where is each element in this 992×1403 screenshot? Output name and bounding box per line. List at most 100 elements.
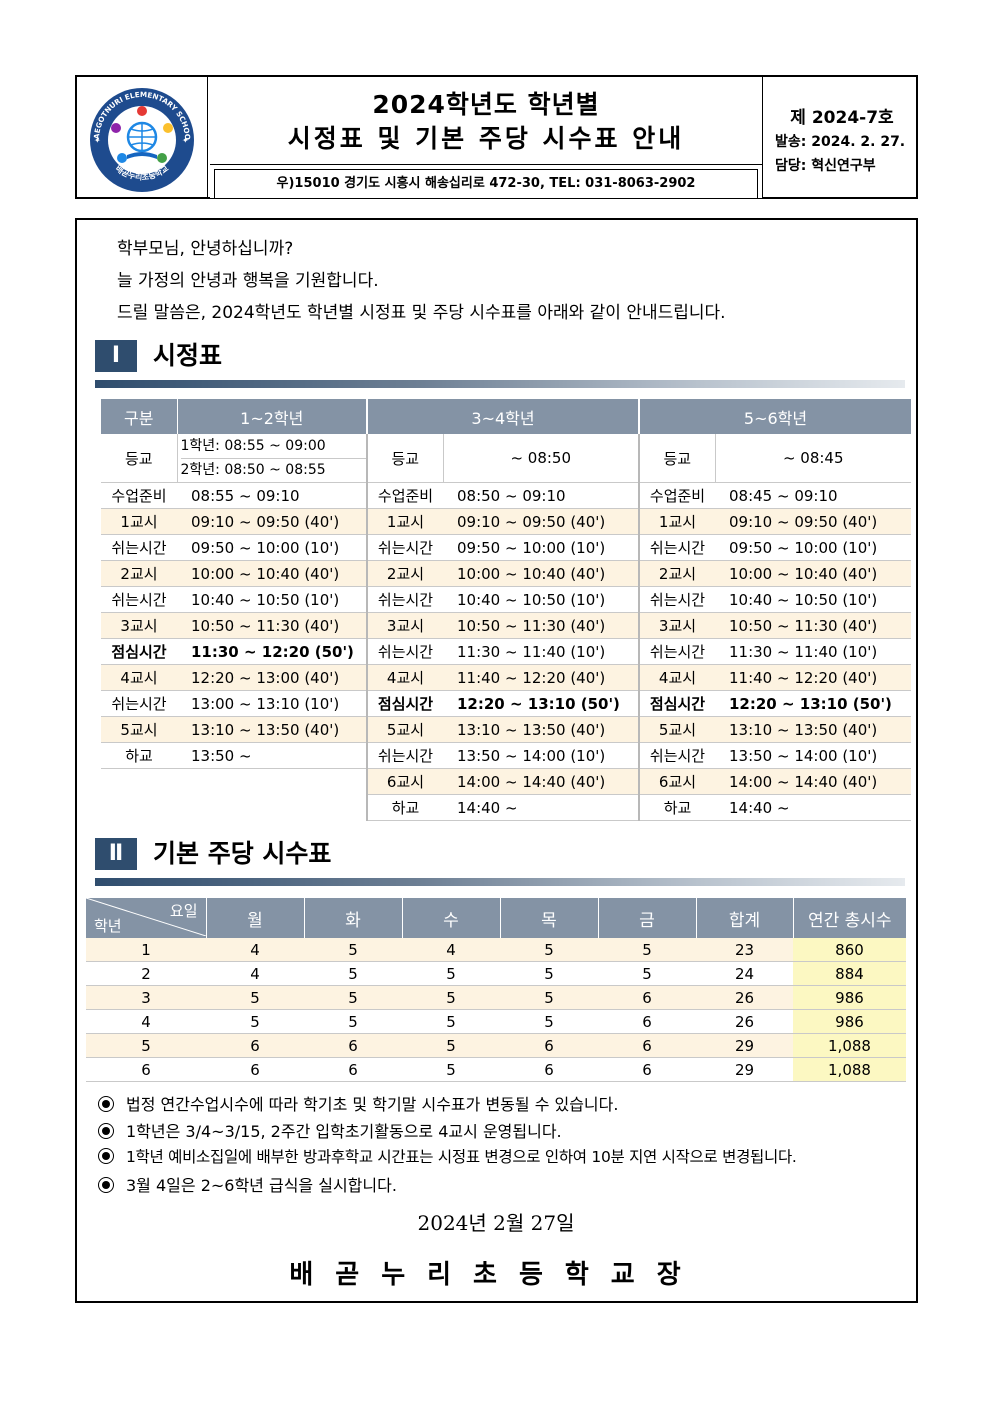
schedule-row: 1교시 09:10 ~ 09:50 (40') 1교시 09:10 ~ 09:50 (…: [101, 508, 911, 535]
weekly-annual-cell: 986: [793, 1009, 906, 1034]
arrival-time-grade1: 1학년: 08:55 ~ 09:00: [180, 434, 366, 459]
schedule-period-time: 13:10 ~ 13:50 (40'): [715, 716, 911, 743]
section1-bar: [95, 380, 905, 388]
schedule-row: 점심시간 11:30 ~ 12:20 (50') 쉬는시간 11:30 ~ 11:40…: [101, 638, 911, 665]
schedule-period-label: 1교시: [366, 508, 443, 535]
bullet-icon: [98, 1148, 114, 1164]
note-2: 1학년은 3/4~3/15, 2주간 입학초기활동으로 4교시 운영됩니다.: [98, 1118, 562, 1142]
corner-diagonal: [86, 898, 206, 936]
weekly-annual-cell: 1,088: [793, 1033, 906, 1058]
schedule-row: 수업준비 08:55 ~ 09:10 수업준비 08:50 ~ 09:10 수업준비 08…: [101, 482, 911, 509]
weekly-hours-cell: 5: [598, 938, 696, 962]
arrival-label-g12: 등교: [101, 434, 177, 483]
schedule-period-time: 12:20 ~ 13:10 (50'): [715, 690, 911, 717]
weekly-hours-cell: 5: [304, 1009, 402, 1034]
schedule-period-time: 09:50 ~ 10:00 (10'): [177, 534, 367, 561]
weekly-header-annual: 연간 총시수: [792, 898, 906, 938]
schedule-period-time: 10:40 ~ 10:50 (10'): [715, 586, 911, 613]
weekly-header-corner: 요일 학년: [86, 898, 206, 938]
weekly-hours-cell: 23: [696, 938, 793, 962]
note-1-text: 법정 연간수업시수에 따라 학기초 및 학기말 시수표가 변동될 수 있습니다.: [126, 1095, 619, 1114]
schedule-period-time: 10:40 ~ 10:50 (10'): [177, 586, 367, 613]
schedule-period-label: 하교: [366, 794, 443, 821]
schedule-period-time: [177, 768, 367, 795]
schedule-period-label: 3교시: [101, 612, 177, 639]
weekly-hours-cell: 5: [500, 985, 598, 1010]
schedule-row: 3교시 10:50 ~ 11:30 (40') 3교시 10:50 ~ 11:30 (…: [101, 612, 911, 639]
greeting-line-2: 늘 가정의 안녕과 행복을 기원합니다.: [117, 271, 379, 291]
weekly-annual-cell: 884: [793, 961, 906, 986]
weekly-hours-cell: 29: [696, 1033, 793, 1058]
schedule-period-label: [101, 768, 177, 795]
schedule-period-time: 14:00 ~ 14:40 (40'): [715, 768, 911, 795]
schedule-period-time: 11:30 ~ 11:40 (10'): [715, 638, 911, 665]
schedule-period-label: 쉬는시간: [101, 586, 177, 613]
weekly-hours-cell: 4: [206, 938, 304, 962]
schedule-period-time: 10:00 ~ 10:40 (40'): [443, 560, 639, 587]
document-date: 2024년 2월 27일: [417, 1211, 575, 1235]
schedule-period-label: 4교시: [638, 664, 715, 691]
weekly-hours-cell: 6: [500, 1057, 598, 1082]
schedule-row: 쉬는시간 10:40 ~ 10:50 (10') 쉬는시간 10:40 ~ 10:50…: [101, 586, 911, 613]
schedule-row: 하교 14:40 ~ 하교 14:40 ~: [101, 794, 911, 821]
schedule-header-category: 구분: [101, 399, 177, 434]
schedule-period-label: 점심시간: [101, 638, 177, 665]
schedule-period-time: 11:30 ~ 12:20 (50'): [177, 638, 367, 665]
weekly-header-total: 합계: [695, 898, 793, 938]
weekly-hours-cell: 5: [598, 961, 696, 986]
weekly-grade-cell: 2: [86, 961, 206, 986]
weekly-hours-cell: 5: [402, 985, 500, 1010]
schedule-period-label: 3교시: [638, 612, 715, 639]
arrival-time-g56: ~ 08:45: [714, 434, 911, 483]
schedule-period-label: 쉬는시간: [366, 742, 443, 769]
weekly-hours-cell: 5: [500, 1009, 598, 1034]
schedule-period-time: 14:40 ~: [443, 794, 639, 821]
weekly-row: 4 5 5 5 5 6 26 986: [86, 1009, 906, 1034]
schedule-period-time: 08:55 ~ 09:10: [177, 482, 367, 509]
weekly-row: 2 4 5 5 5 5 24 884: [86, 961, 906, 986]
note-2-text: 1학년은 3/4~3/15, 2주간 입학초기활동으로 4교시 운영됩니다.: [126, 1122, 562, 1141]
schedule-period-time: 09:10 ~ 09:50 (40'): [177, 508, 367, 535]
weekly-grade-cell: 4: [86, 1009, 206, 1034]
schedule-period-time: 10:50 ~ 11:30 (40'): [177, 612, 367, 639]
principal-signature: 배곧누리초등학교장: [289, 1260, 703, 1290]
weekly-hours-cell: 6: [206, 1033, 304, 1058]
weekly-row: 5 6 6 5 6 6 29 1,088: [86, 1033, 906, 1058]
weekly-grade-cell: 3: [86, 985, 206, 1010]
address-text: 우)15010 경기도 시흥시 해송십리로 472-30, TEL: 031-8…: [214, 169, 758, 198]
greeting-line-1: 학부모님, 안녕하십니까?: [117, 239, 294, 259]
schedule-period-label: 점심시간: [638, 690, 715, 717]
schedule-period-time: 13:10 ~ 13:50 (40'): [177, 716, 367, 743]
schedule-period-time: 10:50 ~ 11:30 (40'): [443, 612, 639, 639]
schedule-period-label: 4교시: [366, 664, 443, 691]
schedule-period-label: 2교시: [638, 560, 715, 587]
schedule-period-label: 점심시간: [366, 690, 443, 717]
title-line1: 2024학년도 학년별: [372, 90, 600, 119]
section1-title: 시정표: [153, 341, 223, 370]
schedule-row: 하교 13:50 ~ 쉬는시간 13:50 ~ 14:00 (10') 쉬는시간 13:5…: [101, 742, 911, 769]
weekly-hours-cell: 5: [402, 1009, 500, 1034]
arrival-label-g56: 등교: [638, 434, 715, 483]
schedule-period-time: 09:50 ~ 10:00 (10'): [715, 534, 911, 561]
schedule-period-label: 쉬는시간: [638, 742, 715, 769]
section2-number: Ⅱ: [95, 838, 137, 870]
schedule-period-time: 11:40 ~ 12:20 (40'): [443, 664, 639, 691]
note-4-text: 3월 4일은 2~6학년 급식을 실시합니다.: [126, 1176, 397, 1195]
weekly-row: 1 4 5 4 5 5 23 860: [86, 938, 906, 962]
schedule-header-g34: 3~4학년: [366, 399, 639, 434]
schedule-period-label: 쉬는시간: [366, 638, 443, 665]
weekly-hours-cell: 5: [206, 985, 304, 1010]
address-bar: 우)15010 경기도 시흥시 해송십리로 472-30, TEL: 031-8…: [210, 164, 762, 198]
weekly-hours-cell: 5: [402, 1057, 500, 1082]
title-area: 2024학년도 학년별 시정표 및 기본 주당 시수표 안내 우)15010 경…: [210, 77, 763, 198]
weekly-hours-cell: 6: [598, 1009, 696, 1034]
schedule-period-time: 09:10 ~ 09:50 (40'): [443, 508, 639, 535]
weekly-header-mon: 월: [205, 898, 304, 938]
weekly-header-fri: 금: [597, 898, 696, 938]
corner-day-label: 요일: [169, 902, 198, 920]
schedule-period-label: 쉬는시간: [638, 586, 715, 613]
schedule-period-time: 13:50 ~ 14:00 (10'): [715, 742, 911, 769]
arrival-time-grade2: 2학년: 08:50 ~ 08:55: [180, 462, 326, 478]
bullet-icon: [98, 1096, 114, 1112]
weekly-hours-cell: 5: [304, 961, 402, 986]
